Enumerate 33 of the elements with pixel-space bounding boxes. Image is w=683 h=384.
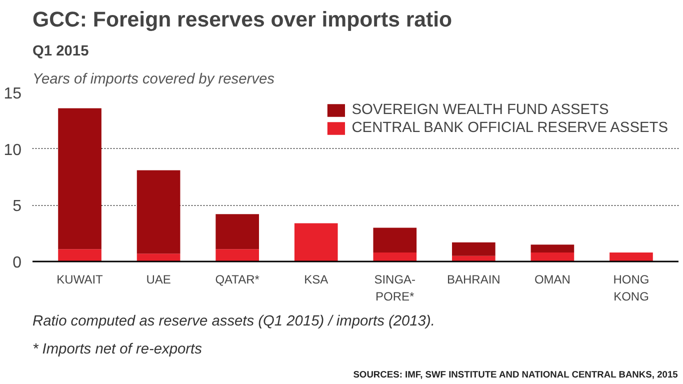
y-axis-title: Years of imports covered by reserves: [32, 72, 276, 88]
y-tick-label: 0: [12, 254, 22, 272]
bar: [294, 223, 338, 262]
bar: [58, 108, 102, 250]
bar: [58, 249, 102, 262]
text: Ratio computed as reserve assets (Q1 2015) / imports (2013).: [32, 314, 435, 330]
x-tick-label: SINGA- PORE*: [374, 272, 416, 304]
source-note: SOURCES: IMF, SWF INSTITUTE AND NATIONAL CENTRAL BANKS, 2015: [353, 370, 678, 380]
bar: [610, 252, 653, 262]
y-tick-label: 10: [4, 142, 22, 159]
x-tick-label: BAHRAIN: [447, 272, 500, 286]
x-tick-label: KSA: [304, 272, 328, 286]
bar: [136, 170, 180, 254]
x-tick-label: OMAN: [534, 272, 570, 286]
text: * Imports net of re-exports: [32, 342, 203, 358]
bar: [373, 228, 417, 252]
x-tick-label: UAE: [146, 272, 171, 286]
x-tick-label: KUWAIT: [56, 272, 104, 286]
legend-label: CENTRAL BANK OFFICIAL RESERVE ASSETS: [352, 120, 668, 136]
bar: [216, 214, 259, 250]
bar: [530, 252, 574, 262]
chart-title: GCC: Foreign reserves over imports ratio: [32, 8, 452, 32]
bar: [373, 252, 417, 262]
bar: [136, 254, 180, 262]
y-tick-label: 15: [4, 86, 22, 102]
y-tick-label: 5: [12, 198, 22, 216]
bar: [452, 242, 496, 256]
chart-subtitle: Q1 2015: [32, 44, 89, 60]
x-tick-label: HONG KONG: [613, 272, 650, 304]
bar: [216, 249, 259, 262]
x-tick-label: QATAR*: [215, 272, 260, 286]
legend-label: SOVEREIGN WEALTH FUND ASSETS: [352, 102, 609, 118]
bar: [530, 244, 574, 252]
